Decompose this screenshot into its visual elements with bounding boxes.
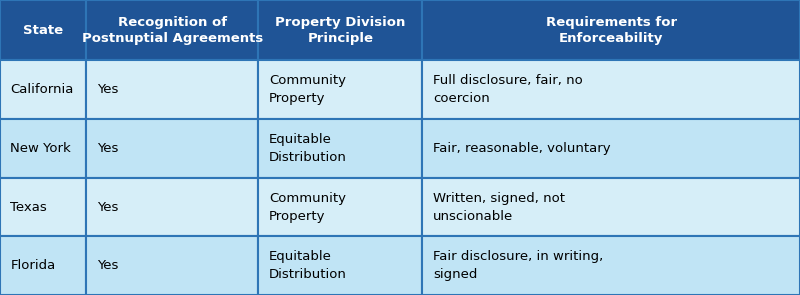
Text: Fair, reasonable, voluntary: Fair, reasonable, voluntary (433, 142, 610, 155)
Bar (258, 236, 422, 295)
Text: California: California (10, 83, 74, 96)
Text: Equitable
Distribution: Equitable Distribution (269, 250, 346, 281)
Bar (422, 178, 800, 236)
Bar (0, 178, 86, 236)
Bar (258, 0, 422, 60)
Text: Full disclosure, fair, no
coercion: Full disclosure, fair, no coercion (433, 74, 582, 105)
Text: Yes: Yes (97, 259, 118, 272)
Text: Community
Property: Community Property (269, 191, 346, 222)
Text: Yes: Yes (97, 201, 118, 214)
Text: Fair disclosure, in writing,
signed: Fair disclosure, in writing, signed (433, 250, 603, 281)
Bar (258, 178, 422, 236)
Text: New York: New York (10, 142, 71, 155)
Text: Texas: Texas (10, 201, 47, 214)
Bar (422, 0, 800, 60)
Bar (258, 119, 422, 178)
Text: Written, signed, not
unscionable: Written, signed, not unscionable (433, 191, 565, 222)
Text: Yes: Yes (97, 83, 118, 96)
Text: Community
Property: Community Property (269, 74, 346, 105)
Bar (86, 0, 258, 60)
Bar (0, 60, 86, 119)
Bar (0, 119, 86, 178)
Bar (258, 60, 422, 119)
Text: State: State (23, 24, 63, 37)
Text: Equitable
Distribution: Equitable Distribution (269, 133, 346, 164)
Bar (86, 178, 258, 236)
Text: Yes: Yes (97, 142, 118, 155)
Bar (422, 119, 800, 178)
Bar (422, 60, 800, 119)
Text: Requirements for
Enforceability: Requirements for Enforceability (546, 16, 677, 45)
Bar (0, 236, 86, 295)
Bar (86, 119, 258, 178)
Bar (86, 60, 258, 119)
Text: Recognition of
Postnuptial Agreements: Recognition of Postnuptial Agreements (82, 16, 263, 45)
Bar (0, 0, 86, 60)
Text: Florida: Florida (10, 259, 56, 272)
Text: Property Division
Principle: Property Division Principle (275, 16, 406, 45)
Bar (86, 236, 258, 295)
Bar (422, 236, 800, 295)
